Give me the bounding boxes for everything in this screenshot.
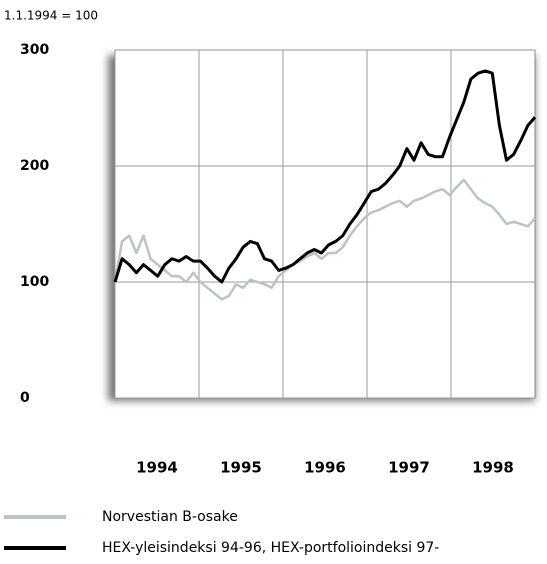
legend-label: HEX-yleisindeksi 94-96, HEX-portfolioind… <box>102 540 439 556</box>
plot-area <box>114 49 536 399</box>
legend-label: Norvestian B-osake <box>102 509 238 525</box>
x-tick-label: 1997 <box>388 459 430 477</box>
series-line <box>113 178 536 301</box>
y-tick-label: 200 <box>20 158 49 174</box>
y-tick-label: 100 <box>20 274 49 290</box>
y-tick-label: 300 <box>20 42 49 58</box>
x-tick-label: 1998 <box>472 459 514 477</box>
series-line <box>113 69 537 284</box>
x-tick-label: 1994 <box>136 459 178 477</box>
x-tick-label: 1996 <box>304 459 346 477</box>
y-tick-label: 0 <box>20 390 30 406</box>
x-tick-label: 1995 <box>220 459 262 477</box>
chart-subtitle: 1.1.1994 = 100 <box>4 9 98 23</box>
